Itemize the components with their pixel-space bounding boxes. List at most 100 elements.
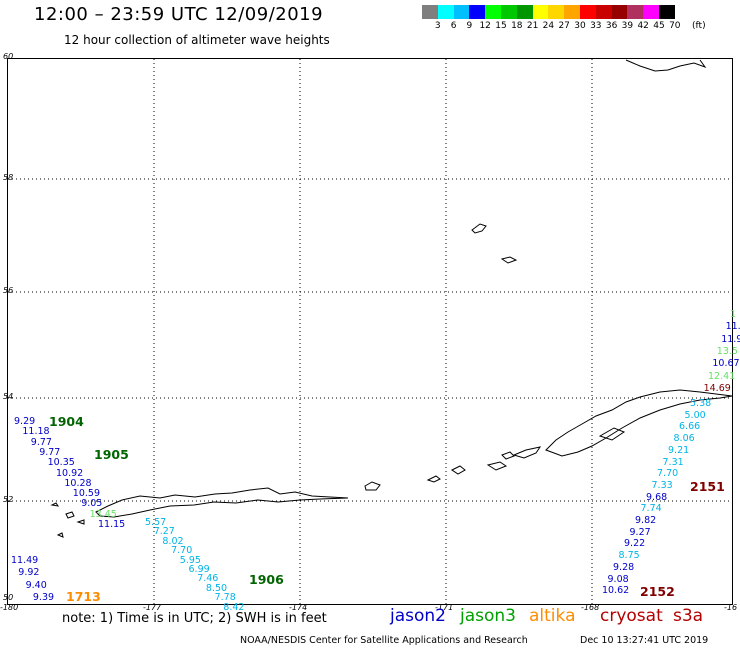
swh-label-east-upper: 10.67 [712, 358, 740, 370]
swh-label-east: 9.22 [624, 538, 646, 550]
swh-label-west: 13.45 [89, 508, 117, 520]
swh-label-east: 8.75 [618, 550, 640, 562]
swh-label-west: 9.29 [14, 416, 36, 427]
swh-label-west: 10.35 [47, 457, 75, 469]
swh-label-east-upper: 11.9 [721, 333, 740, 345]
sat-cryosat: cryosat [600, 606, 663, 626]
swh-label-east: 7.33 [651, 479, 673, 491]
color-legend [422, 5, 675, 19]
swh-label-east: 9.82 [635, 515, 657, 526]
swh-label-east-upper: 1 [730, 309, 737, 320]
swh-label-east: 9.08 [607, 573, 629, 585]
swh-label-west: 10.28 [64, 477, 92, 489]
legend-label: 27 [558, 21, 570, 31]
footer-credit: NOAA/NESDIS Center for Satellite Applica… [240, 635, 528, 646]
lat-tick-54: 54 [3, 392, 14, 401]
swh-label-east: 7.70 [657, 468, 679, 480]
swh-label-west: 10.59 [72, 488, 100, 500]
lat-tick-56: 56 [3, 286, 14, 295]
legend-label: 45 [653, 21, 665, 31]
legend-label: 3 [434, 21, 441, 31]
legend-swatch [658, 5, 675, 19]
pass-time-1904: 1904 [49, 414, 84, 429]
swh-label-west: 11.18 [22, 426, 50, 438]
swh-label-mid: 7.70 [171, 545, 193, 557]
swh-label-mid: 8.02 [162, 535, 184, 547]
swh-label-west: 10.92 [56, 467, 84, 479]
legend-label: 33 [590, 21, 602, 31]
legend-swatch [453, 5, 470, 19]
swh-label-sw: 9.92 [18, 567, 40, 579]
swh-label-mid: 7.46 [197, 573, 219, 585]
swh-label-east: 8.06 [673, 433, 695, 445]
swh-label-east: 5.38 [690, 398, 712, 409]
pass-time-2152: 2152 [640, 584, 675, 599]
swh-label-east-upper: 12.41 [708, 370, 736, 382]
swh-label-mid: 7.27 [153, 526, 175, 538]
legend-swatch [595, 5, 612, 19]
legend-swatch [485, 5, 501, 19]
lat-tick-52: 52 [3, 495, 14, 504]
legend-label: 30 [574, 21, 586, 31]
swh-label-sw: 9.39 [32, 591, 55, 603]
sat-altika: altika [529, 606, 576, 626]
legend-label: 21 [526, 21, 539, 31]
footer-note: note: 1) Time is in UTC; 2) SWH is in fe… [62, 611, 327, 626]
lon-tick-177: -177 [143, 603, 162, 612]
legend-label: 36 [605, 21, 618, 31]
legend-label: 24 [542, 21, 555, 31]
legend-swatch [469, 5, 486, 19]
coastline [50, 59, 733, 538]
swh-label-mid: 6.99 [188, 564, 210, 575]
legend-label: 39 [621, 21, 634, 31]
legend-swatch [579, 5, 596, 19]
footer-timestamp: Dec 10 13:27:41 UTC 2019 [580, 635, 709, 646]
swh-label-east: 5.00 [684, 409, 706, 421]
legend-swatch [532, 5, 549, 19]
map-subtitle: 12 hour collection of altimeter wave hei… [64, 33, 330, 47]
swh-label-mid: 5.57 [145, 517, 167, 528]
swh-label-east: 9.21 [668, 444, 690, 456]
map-frame [7, 58, 733, 605]
sat-jason3: jason3 [460, 606, 516, 626]
lon-tick-171: -171 [435, 603, 454, 612]
lon-tick-165: -16 [724, 603, 738, 612]
legend-label: 12 [479, 21, 491, 31]
pass-time-1713: 1713 [66, 589, 101, 604]
swh-label-east: 9.68 [646, 491, 668, 503]
sat-s3a: s3a [673, 606, 704, 626]
swh-label-east: 10.62 [602, 585, 630, 597]
legend-swatch [422, 5, 438, 19]
swh-label-mid: 8.50 [205, 582, 228, 594]
sat-jason2: jason2 [390, 606, 446, 626]
legend-swatch [627, 5, 644, 19]
lat-tick-58: 58 [3, 173, 14, 182]
graticule [8, 59, 732, 604]
swh-label-sw: 11.49 [11, 555, 39, 566]
legend-swatch [516, 5, 533, 19]
lon-tick-174: -174 [289, 603, 308, 612]
legend-labels: 3 6 9 12 15 18 21 24 27 30 33 36 39 42 45 70 (ft) [422, 21, 740, 35]
legend-swatch [564, 5, 580, 19]
legend-label: 42 [637, 21, 649, 31]
legend-label: 18 [511, 21, 523, 31]
pass-time-1906: 1906 [249, 572, 284, 587]
swh-label-east: 7.31 [662, 456, 684, 468]
pass-time-2151: 2151 [690, 479, 725, 494]
swh-label-east: 9.27 [629, 526, 651, 538]
legend-swatch [500, 5, 517, 19]
lon-tick-180: -180 [0, 603, 19, 612]
legend-label: 6 [450, 21, 457, 31]
legend-label: 70 [669, 21, 681, 31]
swh-label-west: 11.15 [98, 519, 126, 530]
swh-label-east: 9.28 [613, 561, 635, 573]
swh-label-east: 7.74 [640, 503, 662, 515]
legend-swatch [643, 5, 659, 19]
lat-tick-60: 60 [3, 52, 14, 61]
legend-label: 9 [466, 21, 473, 31]
legend-swatch [548, 5, 565, 19]
swh-label-east-upper: 14.69 [703, 382, 731, 394]
legend-swatch [611, 5, 628, 19]
map-title: 12:00 – 23:59 UTC 12/09/2019 [34, 4, 324, 25]
